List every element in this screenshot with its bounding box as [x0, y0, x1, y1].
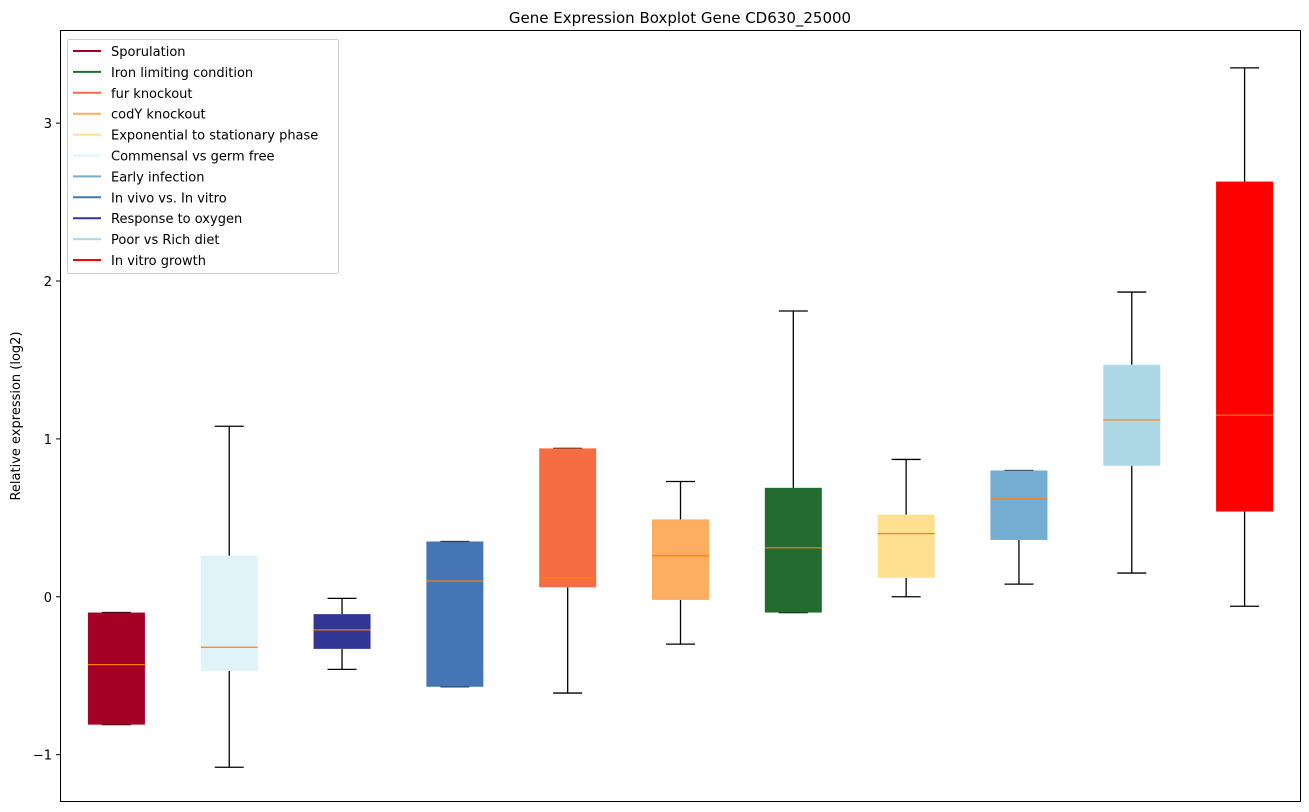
legend-label: Response to oxygen — [111, 212, 242, 227]
legend-label: Iron limiting condition — [111, 66, 253, 81]
box-10 — [1103, 291, 1161, 574]
legend-item: codY knockout — [73, 108, 206, 123]
box-1 — [87, 611, 145, 726]
legend-item: Commensal vs germ free — [73, 150, 274, 165]
box-2 — [200, 425, 258, 768]
plot-frame — [60, 30, 1301, 802]
box-4 — [426, 540, 484, 688]
legend-item: Exponential to stationary phase — [73, 129, 318, 144]
y-axis-label: Relative expression (log2) — [9, 331, 24, 500]
legend-label: In vivo vs. In vitro — [111, 191, 227, 206]
y-tick-label: 0 — [44, 591, 52, 606]
box-body — [764, 487, 822, 613]
box-3 — [313, 597, 371, 671]
legend-item: fur knockout — [73, 87, 193, 102]
y-axis: −1 0 1 2 3 — [33, 117, 60, 764]
legend-label: Poor vs Rich diet — [111, 233, 219, 248]
legend-item: Sporulation — [73, 45, 186, 60]
box-7 — [764, 310, 822, 614]
y-tick-label: −1 — [33, 749, 52, 764]
box-11 — [1216, 67, 1274, 607]
legend-label: In vitro growth — [111, 254, 206, 269]
legend-label: Commensal vs germ free — [111, 150, 274, 165]
boxes-group — [87, 67, 1274, 768]
y-tick-label: 1 — [44, 433, 52, 448]
box-body — [877, 514, 935, 578]
y-tick-label: 2 — [44, 275, 52, 290]
box-body — [1216, 181, 1274, 512]
box-5 — [539, 447, 597, 694]
chart-title: Gene Expression Boxplot Gene CD630_25000 — [509, 9, 851, 28]
box-body — [313, 614, 371, 649]
box-body — [200, 555, 258, 671]
box-body — [87, 612, 145, 725]
box-body — [652, 519, 709, 600]
legend-label: codY knockout — [111, 108, 206, 123]
legend-item: Poor vs Rich diet — [73, 233, 219, 248]
box-6 — [652, 480, 709, 645]
legend-label: Exponential to stationary phase — [111, 129, 318, 144]
box-body — [1103, 364, 1161, 466]
legend-item: Early infection — [73, 170, 204, 185]
legend-label: fur knockout — [111, 87, 193, 102]
legend-item: Iron limiting condition — [73, 66, 253, 81]
legend-item: Response to oxygen — [73, 212, 242, 227]
box-9 — [990, 469, 1048, 585]
box-body — [990, 470, 1048, 540]
box-body — [426, 541, 484, 687]
legend-label: Early infection — [111, 170, 204, 185]
legend-label: Sporulation — [111, 45, 186, 60]
legend-frame — [67, 39, 339, 274]
box-body — [539, 448, 597, 588]
y-tick-label: 3 — [44, 117, 52, 132]
box-8 — [877, 458, 935, 598]
legend-item: In vivo vs. In vitro — [73, 191, 227, 206]
legend: Sporulation Iron limiting condition fur kn… — [67, 39, 339, 274]
legend-item: In vitro growth — [73, 254, 206, 269]
